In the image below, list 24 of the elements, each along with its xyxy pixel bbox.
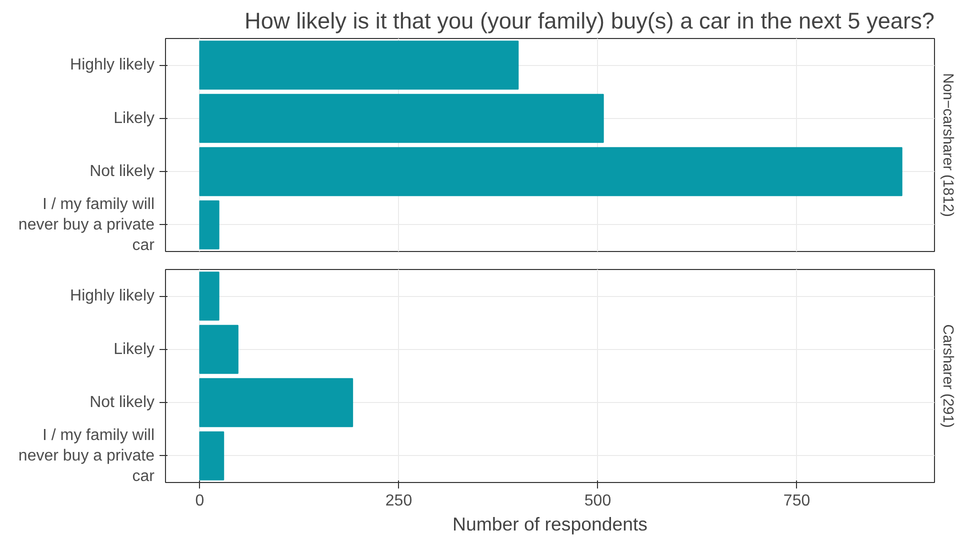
x-axis-title: Number of respondents <box>452 514 648 534</box>
y-tick-label: Not likely <box>90 163 154 180</box>
y-tick-label: Not likely <box>90 394 154 412</box>
x-tick-label: 750 <box>783 492 810 510</box>
y-tick-label: I / my family will never buy a private car <box>18 196 156 254</box>
text: Carsharer (291) <box>940 324 956 428</box>
x-tick-label: 0 <box>195 492 204 510</box>
bar <box>199 378 354 428</box>
x-tick-label: 250 <box>385 492 412 510</box>
bar <box>199 272 220 321</box>
bar <box>199 94 604 143</box>
bar <box>199 200 220 250</box>
bar <box>199 324 238 374</box>
bar <box>199 40 519 90</box>
y-tick-label: Likely <box>114 340 154 358</box>
y-tick-label: I / my family will never buy a private car <box>18 426 156 485</box>
y-tick-label: Highly likely <box>70 56 154 74</box>
text: Non−carsharer (1812) <box>940 73 956 217</box>
x-tick-label: 500 <box>584 492 612 510</box>
y-tick-label: Likely <box>114 110 154 127</box>
chart-title: How likely is it that you (your family) buy(s) a car in the next 5 years? <box>244 8 935 34</box>
bar <box>199 147 902 196</box>
bar <box>199 431 224 480</box>
y-tick-label: Highly likely <box>70 288 154 305</box>
